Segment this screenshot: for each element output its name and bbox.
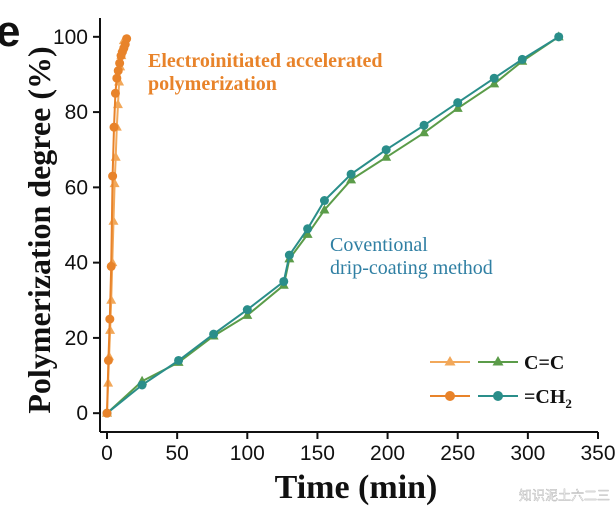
data-point [115,58,125,68]
data-point [303,224,313,234]
data-point [108,171,118,181]
series-line [106,35,560,414]
data-point [108,215,119,225]
data-point [381,145,391,155]
x-tick-label-350: 350 [580,442,615,465]
y-tick-label-100: 100 [53,26,88,49]
x-tick-label-50: 50 [165,442,188,465]
data-point [102,408,112,418]
legend-circle-teal-icon [493,391,503,401]
panel-label: e [0,7,20,56]
data-point [319,204,330,214]
data-point [174,355,184,365]
data-point [105,314,115,324]
data-point [110,88,120,98]
y-tick-label-80: 80 [65,101,88,124]
legend-triangle-orange-icon [444,356,456,366]
annotation-electro-line-1: Electroinitiated accelerated [148,50,383,72]
legend-entry-ch2: =CH2 [430,386,572,411]
legend-label-ch2-sub: 2 [565,396,572,411]
y-tick-label-0: 0 [76,402,88,425]
data-point [109,122,119,132]
annotation-drip-line-2: drip-coating method [330,257,493,279]
x-tick-label-250: 250 [440,442,475,465]
series-layer [102,31,564,418]
legend-triangle-green-icon [492,356,504,366]
data-point [452,102,463,112]
axes: 0 50 100 150 200 250 300 350 0 20 40 60 80 100 [53,18,616,465]
data-point [209,329,219,339]
y-tick-label-20: 20 [65,327,88,350]
y-axis-label: Polymerization degree (%) [21,46,57,413]
data-point [489,78,500,88]
data-point [517,54,527,64]
series-line [106,35,560,414]
data-point [112,73,122,83]
data-point [489,73,499,83]
legend-label-cc: C=C [524,352,564,374]
data-point [554,32,564,42]
data-point [106,261,116,271]
data-point [419,127,430,137]
x-tick-label-0: 0 [101,442,113,465]
data-point [122,34,132,44]
annotation-drip-line-1: Coventional [330,234,428,256]
data-point [381,151,392,161]
legend-circle-orange-icon [445,391,455,401]
data-point [346,169,356,179]
x-tick-label-150: 150 [300,442,335,465]
watermark: 知识泥土六二三 [519,488,610,503]
y-tick-label-60: 60 [65,176,88,199]
data-point [346,174,357,184]
data-point [302,228,313,238]
y-tick-label-40: 40 [65,252,88,275]
data-point [113,66,123,76]
data-point [242,309,253,319]
legend: C=C =CH2 [430,352,572,411]
x-tick-label-200: 200 [370,442,405,465]
data-point [279,276,289,286]
data-point [319,196,329,206]
legend-label-ch2: =CH2 [524,386,572,411]
data-point [453,98,463,108]
data-point [419,120,429,130]
series-electro-ch2 [102,34,132,418]
data-point [242,305,252,315]
x-tick-label-300: 300 [510,442,545,465]
data-point [103,355,113,365]
data-point [137,380,147,390]
legend-entry-cc: C=C [430,352,564,374]
x-axis-label: Time (min) [275,469,438,506]
series-drip-ch2 [102,32,564,418]
annotation-electro-line-2: polymerization [148,73,277,95]
x-tick-label-100: 100 [230,442,265,465]
data-point [284,250,294,260]
legend-label-ch2-main: =CH [524,386,566,408]
